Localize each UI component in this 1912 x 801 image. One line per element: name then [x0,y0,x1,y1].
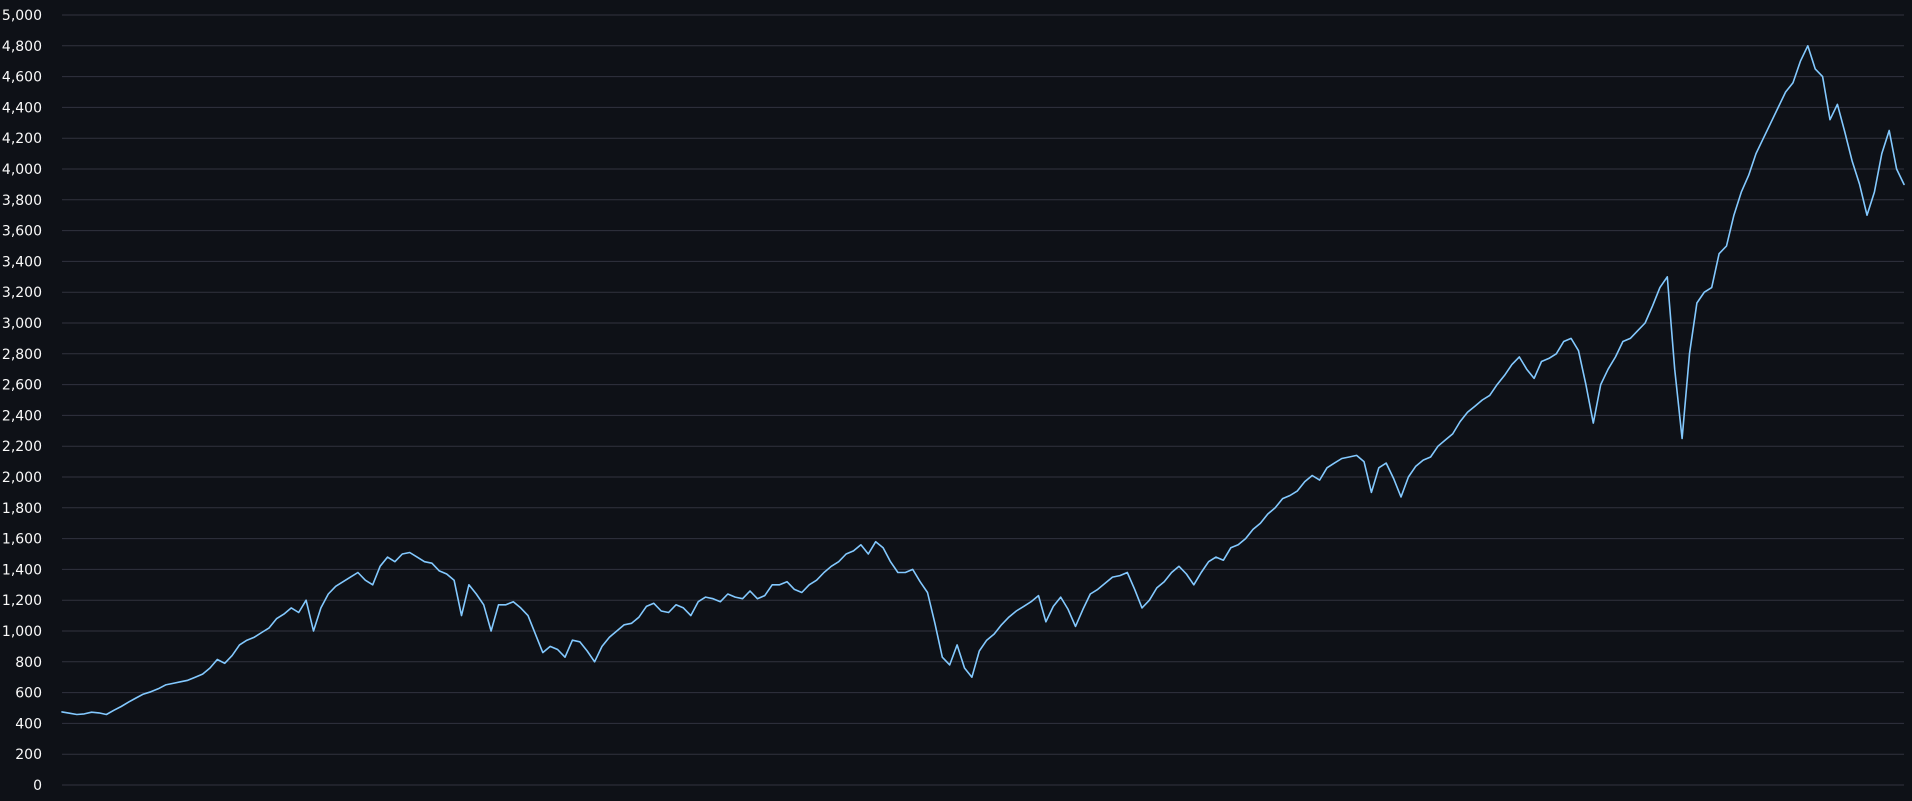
y-tick-label: 4,000 [2,162,42,178]
y-axis-ticks: 0 200 400 600 800 1,000 1,200 1,400 1,600 1,800 2,… [2,8,42,794]
y-tick-label: 4,200 [2,131,42,147]
y-tick-label: 3,200 [2,285,42,301]
y-tick-label: 3,600 [2,224,42,240]
y-tick-label: 3,800 [2,193,42,209]
y-tick-label: 600 [15,686,42,702]
y-tick-label: 4,800 [2,39,42,55]
y-tick-label: 2,400 [2,408,42,424]
y-tick-label: 2,600 [2,378,42,394]
y-tick-label: 400 [15,716,42,732]
y-tick-label: 4,400 [2,100,42,116]
y-tick-label: 1,800 [2,501,42,517]
y-tick-label: 200 [15,747,42,763]
y-tick-label: 1,400 [2,562,42,578]
gridlines [62,14,1904,786]
y-tick-label: 3,400 [2,254,42,270]
y-tick-label: 5,000 [2,8,42,24]
y-tick-label: 800 [15,655,42,671]
y-tick-label: 0 [33,778,42,794]
series-layer [61,45,1905,716]
y-tick-label: 1,200 [2,593,42,609]
y-tick-label: 2,200 [2,439,42,455]
y-tick-label: 3,000 [2,316,42,332]
y-tick-label: 1,000 [2,624,42,640]
y-tick-label: 4,600 [2,70,42,86]
y-tick-label: 2,000 [2,470,42,486]
y-tick-label: 1,600 [2,532,42,548]
series-line-0 [61,45,1905,716]
y-tick-label: 2,800 [2,347,42,363]
